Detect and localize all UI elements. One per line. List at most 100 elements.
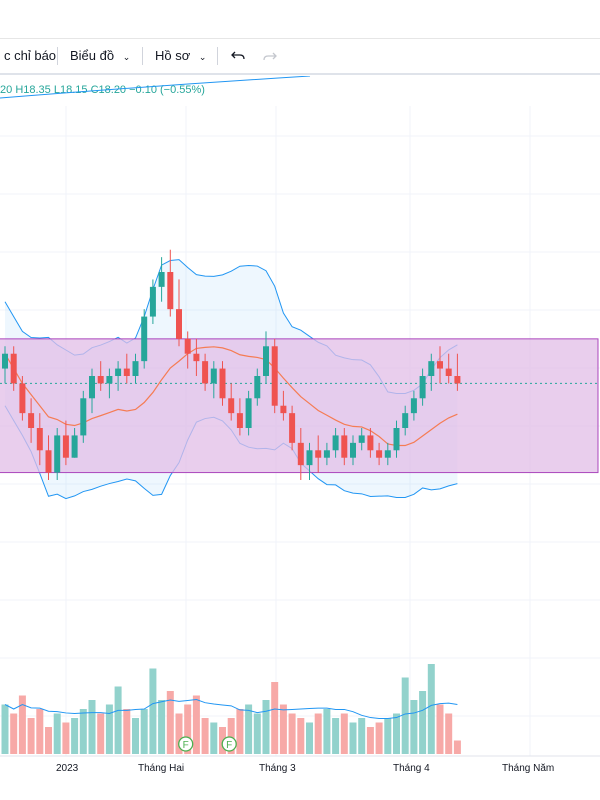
candle-body [36,428,43,451]
candle [280,390,287,421]
candle-body [141,316,148,362]
indicators-label: c chỉ báo [4,48,57,63]
candle [332,428,339,458]
volume-bar [279,704,287,754]
candle-body [158,272,165,287]
volume-bar [166,691,174,754]
chart-type-dropdown[interactable]: Biểu đồ ⌄ [70,39,130,73]
volume-bars [1,664,461,754]
candle-body [419,376,426,399]
volume-bar [366,727,374,754]
volume-bar [297,718,305,754]
volume-bar [349,722,357,754]
volume-bar [427,664,435,754]
dividend-icon[interactable]: F [178,736,194,752]
candle-body [393,428,400,451]
candle [149,279,156,324]
volume-bar [236,709,244,754]
candle [419,368,426,406]
volume-bar [419,691,427,754]
volume-bar [184,704,192,754]
candle [210,361,217,399]
candle [184,331,191,369]
candle-body [132,361,139,376]
candle [54,428,61,480]
candle [428,353,435,391]
candle [445,353,452,384]
candle-body [176,309,182,339]
candle-body [19,383,26,414]
chart-type-label: Biểu đồ [70,48,115,63]
volume-bar [393,713,400,754]
candle [289,405,296,451]
volume-bar [149,668,157,754]
candle [193,338,200,376]
candle-body [80,398,87,436]
candle [202,353,209,391]
candle [236,398,243,436]
candle [106,368,113,399]
undo-button[interactable] [230,39,246,73]
volume-bar [253,713,261,754]
candle [167,249,174,317]
candle [410,390,417,421]
candle [97,361,104,391]
candle [376,442,383,466]
dividend-icon[interactable]: F [221,736,237,752]
candle [228,383,235,421]
candle [245,390,252,436]
candle-body [402,413,409,428]
candle [80,390,87,443]
candle [263,331,269,384]
volume-bar [288,713,296,754]
chart-toolbar: c chỉ báo Biểu đồ ⌄ Hồ sơ ⌄ [0,39,600,75]
toolbar-divider [142,47,143,65]
candle [19,376,26,421]
candle-body [149,286,156,317]
candle-body [71,435,78,458]
volume-bar [36,709,44,754]
volume-bar [358,718,366,754]
candle [71,428,78,458]
candle [402,405,409,436]
volume-bar [53,713,61,754]
candle-body [306,450,313,466]
candle [141,309,148,369]
volume-bar [306,722,313,754]
candle [341,428,348,466]
candle [254,368,261,406]
volume-bar [114,686,122,754]
candle-body [350,442,356,458]
candle-body [428,361,435,376]
volume-bar [245,704,253,754]
candle [219,361,226,406]
volume-bar [375,722,383,754]
volume-bar [123,709,131,754]
volume-bar [262,700,270,754]
profile-dropdown[interactable]: Hồ sơ ⌄ [155,39,206,73]
volume-bar [62,722,70,754]
candle-body [280,405,287,414]
volume-bar [453,740,461,754]
volume-bar [340,713,348,754]
volume-bar [79,709,87,754]
candle-body [54,435,61,473]
indicators-button[interactable]: c chỉ báo [4,39,56,73]
candle-body [358,435,365,443]
candle-body [202,361,209,384]
candle [358,428,365,451]
candle-body [236,413,243,428]
volume-bar [271,682,279,754]
redo-button[interactable] [262,39,278,73]
volume-bar [227,718,235,754]
candle-body [115,368,122,376]
volume-bar [132,718,139,754]
candle [62,420,69,466]
candle-body [271,346,278,406]
volume-bar [314,713,322,754]
candle [28,398,35,443]
candle [2,346,8,384]
volume-bar [410,700,418,754]
